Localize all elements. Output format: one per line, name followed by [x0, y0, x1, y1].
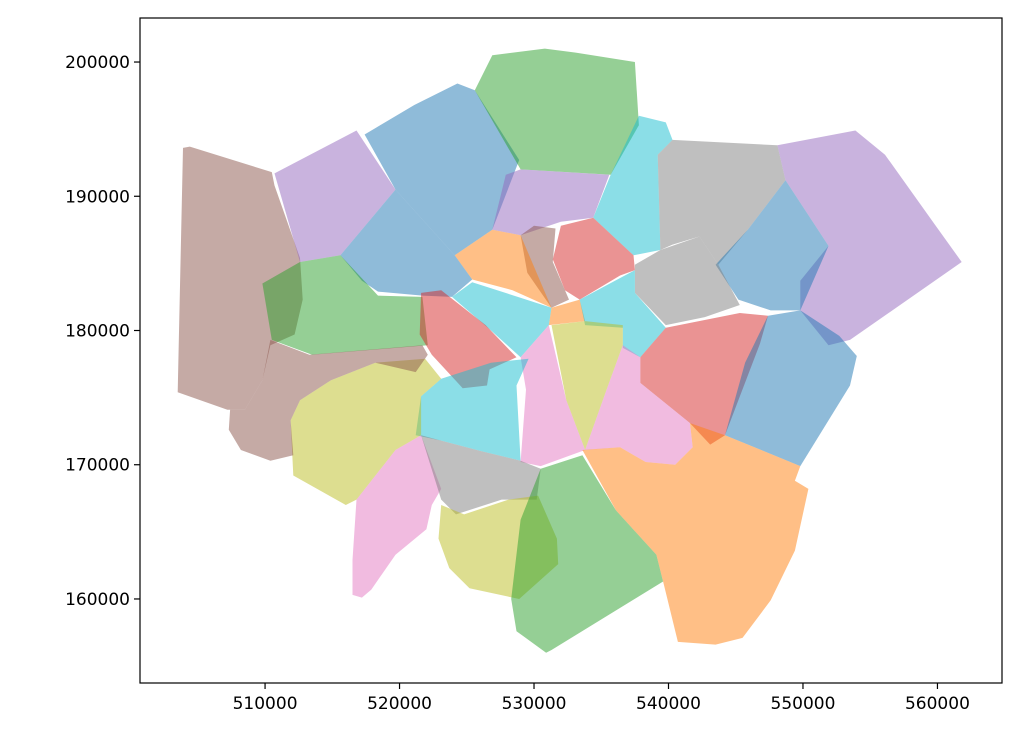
region — [640, 313, 768, 445]
y-tick-label: 170000 — [65, 456, 130, 476]
region — [492, 169, 610, 236]
region — [290, 358, 442, 505]
region — [228, 339, 428, 461]
y-tick-label: 160000 — [65, 590, 130, 610]
region — [657, 139, 786, 265]
x-tick-label: 530000 — [502, 694, 567, 714]
region — [511, 455, 664, 653]
region — [593, 115, 673, 256]
region — [340, 189, 473, 297]
region — [551, 321, 623, 450]
region — [364, 83, 520, 256]
region — [777, 130, 962, 346]
region — [715, 180, 829, 311]
region — [548, 299, 586, 326]
region — [454, 229, 552, 308]
plot-frame — [139, 17, 1003, 684]
x-tick-label: 540000 — [636, 694, 701, 714]
region — [552, 217, 635, 300]
region — [452, 282, 552, 358]
x-tick-label: 520000 — [367, 694, 432, 714]
y-tick-label: 180000 — [65, 321, 130, 341]
region — [585, 345, 693, 465]
region — [352, 435, 442, 598]
region — [582, 423, 809, 645]
region — [274, 130, 396, 262]
region — [474, 48, 639, 175]
region — [421, 435, 541, 515]
region — [415, 358, 529, 461]
region — [520, 225, 569, 308]
y-tick-label: 200000 — [65, 53, 130, 73]
region — [579, 270, 666, 358]
region — [634, 236, 740, 326]
region — [520, 325, 586, 467]
region — [262, 255, 428, 355]
x-tick-label: 560000 — [905, 694, 970, 714]
x-tick-label: 510000 — [233, 694, 298, 714]
region — [725, 310, 857, 467]
x-tick-label: 550000 — [771, 694, 836, 714]
y-tick-label: 190000 — [65, 187, 130, 207]
